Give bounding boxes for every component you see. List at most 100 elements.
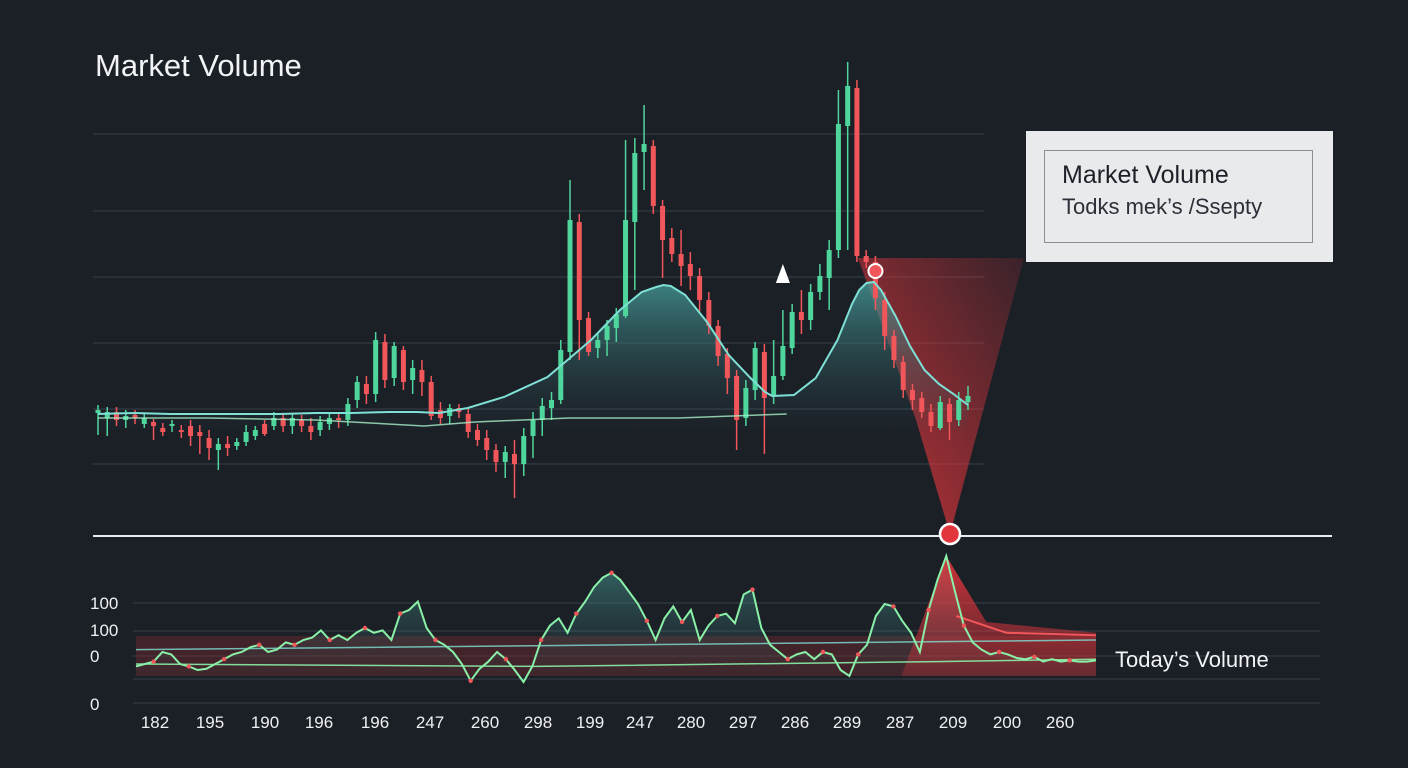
candle — [650, 140, 656, 214]
secondary-line — [98, 413, 787, 427]
candle — [678, 230, 684, 286]
markers — [775, 263, 962, 546]
volume-point — [574, 611, 579, 616]
candle — [558, 340, 564, 404]
candle-body — [336, 418, 342, 420]
volume-x-tick-label: 287 — [886, 713, 914, 732]
candle-body — [104, 412, 110, 418]
candle-body — [928, 412, 934, 426]
candle — [715, 320, 721, 366]
candle-body — [956, 400, 962, 420]
candle-body — [114, 412, 120, 420]
candle-body — [132, 415, 138, 418]
candle-body — [141, 418, 147, 424]
volume-point — [891, 604, 896, 609]
candle-body — [660, 206, 666, 240]
candle — [752, 342, 758, 400]
candle-body — [817, 276, 823, 292]
candle — [576, 214, 582, 360]
candle — [789, 304, 795, 354]
candle — [391, 342, 397, 386]
candle — [687, 252, 693, 290]
volume-point — [327, 637, 332, 643]
volume-flat-line — [135, 658, 1097, 668]
highlight-circle-marker — [938, 522, 962, 546]
candle — [151, 419, 157, 440]
candle — [604, 320, 610, 356]
volume-x-tick-label: 297 — [729, 713, 757, 732]
candle — [197, 425, 203, 454]
candle-body — [780, 346, 786, 376]
candle-body — [937, 402, 943, 428]
volume-x-tick-label: 260 — [1046, 713, 1074, 732]
candle-body — [697, 276, 703, 300]
today-volume-label: Today’s Volume — [1115, 647, 1269, 672]
callout-title: Market Volume — [1062, 161, 1229, 189]
volume-point — [750, 587, 755, 592]
trend-lines — [97, 280, 969, 427]
volume-point — [257, 642, 262, 647]
candle — [95, 405, 101, 435]
candle-body — [678, 254, 684, 266]
volume-point — [186, 664, 192, 669]
candle — [928, 404, 934, 432]
candle-body — [225, 444, 231, 448]
candle-body — [521, 436, 527, 464]
candle — [595, 334, 601, 358]
volume-point — [503, 657, 509, 662]
candle — [493, 444, 499, 472]
candle — [141, 413, 147, 428]
volume-point — [961, 623, 967, 628]
volume-point — [398, 611, 403, 616]
candle — [798, 290, 804, 334]
candle-body — [373, 340, 379, 394]
candlesticks — [95, 62, 971, 498]
candle-body — [391, 346, 397, 378]
candle-body — [95, 410, 101, 413]
candle — [299, 415, 305, 432]
volume-avg-line — [135, 639, 1097, 651]
volume-y-tick-label: 100 — [90, 594, 118, 613]
volume-x-tick-label: 260 — [471, 713, 499, 732]
candle — [780, 310, 786, 380]
candle-body — [280, 418, 286, 426]
volume-point — [644, 618, 650, 623]
candle — [724, 348, 730, 394]
candle-body — [808, 292, 814, 320]
candle-body — [863, 256, 869, 262]
callout-frame: Market Volume Todks mek’s /Ssepty — [1044, 150, 1313, 243]
volume-point — [1032, 654, 1037, 659]
volume-y-tick-label: 0 — [90, 647, 99, 666]
volume-y-tick-label: 100 — [90, 621, 118, 640]
candle — [641, 105, 647, 190]
volume-x-ticks: 182 195 190 196 196 247 260 298 199 247 280 297 286 2… — [141, 713, 1074, 732]
candle — [882, 292, 888, 350]
candle — [382, 334, 388, 388]
volume-x-tick-label: 200 — [993, 713, 1021, 732]
chart-title: Market Volume — [95, 48, 302, 83]
volume-point — [433, 637, 438, 643]
candle-body — [826, 250, 832, 278]
candle — [188, 420, 194, 446]
candle-body — [771, 376, 777, 396]
volume-point — [292, 642, 297, 647]
candle-body — [252, 430, 258, 436]
peak-triangle-marker — [775, 264, 790, 283]
candle — [697, 268, 703, 312]
candle-body — [650, 146, 656, 206]
candle — [965, 386, 971, 410]
volume-x-tick-label: 298 — [524, 713, 552, 732]
candle-body — [900, 362, 906, 390]
candle — [262, 420, 268, 436]
candle — [623, 140, 629, 318]
candle — [669, 228, 675, 262]
candle-body — [872, 262, 878, 298]
volume-point — [151, 659, 156, 664]
candle — [234, 438, 240, 450]
candle — [586, 312, 592, 356]
volume-x-tick-label: 247 — [626, 713, 654, 732]
candle — [817, 264, 823, 300]
candle-body — [502, 452, 508, 462]
candle — [539, 398, 545, 436]
candle — [761, 344, 767, 454]
